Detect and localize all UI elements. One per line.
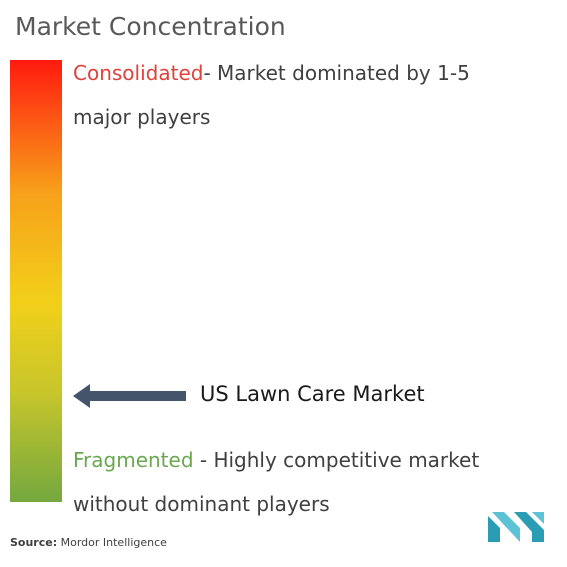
consolidated-description: - Market dominated by 1-5 major players bbox=[73, 61, 470, 129]
concentration-gradient bbox=[10, 60, 62, 502]
source: Source: Mordor Intelligence bbox=[10, 536, 167, 549]
consolidated-text: Consolidated- Market dominated by 1-5 ma… bbox=[73, 51, 513, 139]
fragmented-description: - Highly competitive market without domi… bbox=[73, 448, 480, 516]
source-label: Source: bbox=[10, 536, 58, 549]
marker-arrow bbox=[73, 384, 186, 408]
logo-part bbox=[514, 512, 544, 542]
logo-part bbox=[532, 512, 544, 524]
consolidated-label: Consolidated bbox=[73, 61, 204, 85]
logo-part bbox=[488, 516, 500, 542]
logo bbox=[488, 512, 544, 542]
fragmented-text: Fragmented - Highly competitive market w… bbox=[73, 438, 513, 526]
fragmented-label: Fragmented bbox=[73, 448, 194, 472]
logo-part bbox=[492, 512, 520, 542]
source-text: Mordor Intelligence bbox=[60, 536, 167, 549]
marker-label: US Lawn Care Market bbox=[200, 382, 425, 406]
arrow-shape bbox=[73, 384, 186, 408]
title: Market Concentration bbox=[15, 12, 286, 41]
